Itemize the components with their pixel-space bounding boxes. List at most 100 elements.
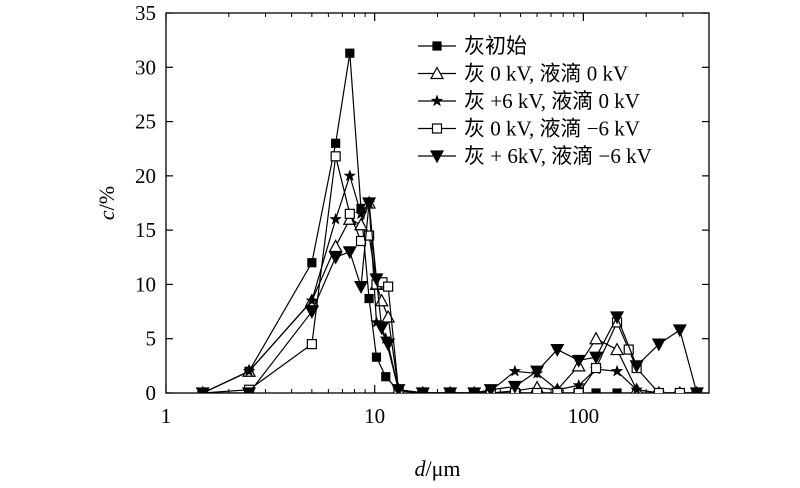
series-2-point (589, 331, 604, 345)
legend-label: 灰 0 kV, 液滴 0 kV (464, 62, 628, 86)
series-5-point (374, 322, 389, 336)
series-1-point (591, 388, 601, 393)
series-5-point (672, 324, 687, 338)
series-2-point (328, 239, 343, 253)
series-5-point (195, 387, 210, 393)
series-5-point (304, 305, 319, 319)
series-2-point (374, 293, 389, 307)
series-5-point (415, 387, 430, 393)
series-4-point (383, 281, 394, 292)
series-5-point (689, 387, 704, 393)
series-5-point (589, 351, 604, 365)
x-axis-var: d (414, 456, 426, 481)
legend-item-1: 灰初始 (418, 34, 527, 58)
series-4-point (552, 387, 563, 393)
series-4-point (653, 387, 664, 393)
y-tick-label: 15 (135, 218, 156, 242)
x-tick-label: 10 (364, 404, 385, 428)
series-1-point (364, 293, 374, 304)
legend-label: 灰初始 (464, 34, 527, 58)
series-4-point (674, 387, 685, 393)
series-3-point (630, 383, 643, 393)
series-3-point (508, 364, 522, 377)
legend-label: 灰 + 6kV, 液滴 −6 kV (464, 144, 652, 168)
legend-marker (431, 123, 443, 134)
legend-item-4: 灰 0 kV, 液滴 −6 kV (418, 117, 640, 141)
y-tick-label: 0 (146, 381, 157, 405)
series-layer (195, 48, 704, 393)
y-tick-label: 35 (135, 1, 156, 25)
series-2-point (354, 217, 369, 231)
series-1-point (381, 372, 391, 382)
series-5-point (571, 354, 586, 368)
y-tick-label: 20 (135, 164, 156, 188)
series-4-point (363, 230, 375, 241)
series-4-point (344, 208, 355, 219)
legend-marker (429, 150, 445, 164)
legend-item-3: 灰 +6 kV, 液滴 0 kV (418, 89, 640, 113)
series-2-point (610, 342, 625, 356)
legend-marker (430, 94, 444, 107)
series-3-point (305, 294, 319, 307)
series-5-point (507, 380, 522, 393)
series-1-point (612, 388, 622, 393)
series-line-2 (202, 202, 697, 393)
series-4-point (573, 387, 584, 393)
series-3-point (343, 169, 357, 182)
series-5-point (242, 387, 257, 393)
series-5-point (483, 384, 498, 393)
legend-item-5: 灰 + 6kV, 液滴 −6 kV (418, 144, 652, 168)
series-5-point (530, 365, 545, 379)
y-axis-label: c/% (94, 186, 119, 220)
series-3-point (242, 364, 256, 377)
series-3 (196, 169, 704, 393)
series-3-point (572, 378, 585, 391)
series-5 (195, 197, 704, 393)
x-tick-label: 1 (161, 404, 172, 428)
series-5-point (354, 281, 369, 294)
series-2 (198, 195, 701, 393)
series-4-point (590, 362, 602, 374)
y-tick-label: 5 (146, 327, 157, 351)
series-5-point (328, 251, 343, 265)
series-5-point (391, 384, 406, 393)
legend-marker (432, 41, 442, 51)
series-1-point (307, 258, 317, 268)
series-5-point (369, 273, 384, 287)
legend-label: 灰 0 kV, 液滴 −6 kV (464, 117, 640, 141)
x-axis-unit: /μm (425, 456, 460, 481)
series-1-point (371, 352, 382, 362)
series-5-point (651, 338, 666, 352)
series-3-point (329, 212, 342, 225)
series-1-point (331, 138, 341, 148)
series-5-point (381, 338, 396, 352)
y-axis-var: c (94, 210, 119, 220)
series-4-point (330, 151, 341, 162)
y-tick-label: 25 (135, 110, 156, 134)
series-3-point (610, 364, 624, 377)
legend-label: 灰 +6 kV, 液滴 0 kV (464, 89, 640, 113)
x-axis-label: d/μm (414, 456, 460, 481)
series-5-point (467, 387, 482, 393)
series-5-point (342, 246, 357, 260)
series-5-point (362, 197, 377, 211)
series-5-point (443, 387, 458, 393)
series-4-point (306, 339, 317, 350)
series-5-point (629, 360, 644, 374)
series-5-point (610, 311, 625, 325)
x-tick-label: 100 (568, 404, 600, 428)
series-line-5 (202, 202, 698, 393)
series-3-point (354, 207, 368, 220)
series-5-point (550, 343, 565, 357)
y-tick-label: 10 (135, 272, 156, 296)
series-4-point (531, 387, 543, 393)
y-tick-label: 30 (135, 55, 156, 79)
y-axis-unit: /% (94, 186, 119, 210)
series-line-1 (202, 52, 697, 393)
legend-marker (429, 66, 445, 80)
series-2-point (381, 309, 396, 323)
series-line-3 (202, 175, 697, 393)
